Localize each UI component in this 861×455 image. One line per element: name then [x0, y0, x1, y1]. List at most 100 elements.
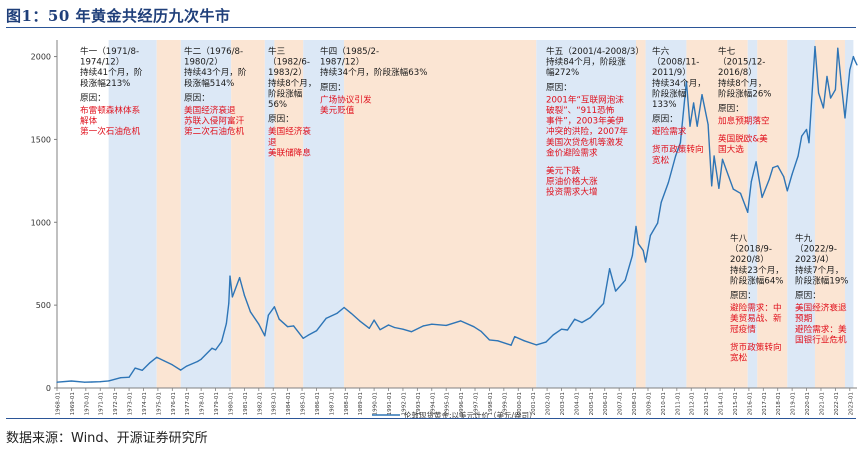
gold-price-point	[701, 94, 703, 96]
x-tick-label: 2007-01	[618, 392, 624, 416]
gold-price-point	[535, 344, 537, 346]
gold-price-point	[243, 294, 245, 296]
bottom-divider	[6, 418, 856, 419]
gold-price-point	[574, 318, 576, 320]
bull-market-reason-text: 美贸易战、新	[730, 312, 782, 324]
bull-market-reason-text: 布雷顿森林体系	[80, 104, 141, 116]
gold-price-point	[721, 158, 724, 160]
bull-market-info-text: 2011/9）	[652, 67, 691, 78]
x-tick-label: 2008-01	[632, 392, 638, 416]
x-tick-label: 1994-01	[430, 392, 436, 416]
x-tick-label: 2016-01	[747, 392, 753, 416]
bear-market-band	[635, 40, 646, 388]
gold-price-point	[445, 324, 447, 326]
bull-market-reason-text: 美国经济衰	[268, 125, 311, 137]
x-tick-label: 1976-01	[171, 392, 177, 416]
gold-price-point	[635, 225, 637, 228]
bull-market-info-text: （2008/11-	[652, 57, 699, 68]
gold-price-point	[91, 381, 93, 383]
y-tick-label: 2000	[31, 53, 51, 62]
gold-price-point	[343, 306, 345, 309]
bull-market-info-text: 1983/2）	[268, 67, 307, 78]
bull-market-info-text: 1987/12）	[320, 57, 364, 68]
bull-market-reason-text: 美元贬值	[320, 104, 355, 116]
x-tick-label: 1988-01	[344, 392, 350, 416]
gold-price-point	[829, 97, 832, 99]
gold-price-point	[238, 277, 241, 279]
gold-price-point	[772, 167, 774, 169]
gold-price-point	[514, 336, 516, 338]
gold-price-point	[156, 356, 158, 358]
bull-market-reason-text: 英国脱欧&美	[718, 133, 768, 145]
x-tick-label: 1984-01	[286, 392, 292, 416]
x-tick-label: 2017-01	[762, 392, 768, 416]
bull-market-reason-text: 美联储降息	[268, 146, 311, 158]
x-tick-label: 1981-01	[243, 392, 249, 416]
gold-price-point	[249, 311, 251, 313]
gold-price-point	[768, 178, 770, 180]
bull-market-info-text: 牛一（1971/8-	[80, 45, 139, 57]
gold-price-point	[120, 377, 122, 379]
gold-price-point	[302, 337, 304, 339]
gold-price-point	[713, 155, 715, 157]
gold-price-point	[211, 347, 213, 349]
gold-price-point	[231, 296, 233, 298]
gold-price-point	[644, 261, 647, 263]
bull-market-reason-text: 避险需求	[652, 125, 687, 137]
bull-market-band	[180, 40, 232, 388]
gold-price-point	[826, 75, 828, 78]
gold-price-point	[552, 334, 554, 336]
x-tick-label: 1987-01	[329, 392, 335, 416]
bull-market-info-text: 幅272%	[546, 66, 579, 78]
gold-price-point	[387, 324, 390, 326]
gold-price-point	[214, 349, 217, 351]
x-tick-label: 1998-01	[488, 392, 494, 416]
bull-market-reason-text: 货币政策转向	[730, 341, 782, 353]
gold-price-point	[410, 331, 412, 333]
bull-market-info-text: 阶段涨幅19%	[795, 274, 848, 286]
gold-price-point	[163, 360, 165, 362]
bull-market-info-text: 持续34个月，阶段涨幅63%	[320, 66, 427, 78]
gold-price-point	[589, 316, 591, 319]
gold-price-point	[225, 322, 227, 324]
x-tick-label: 1993-01	[416, 392, 422, 416]
reason-label: 原因：	[80, 92, 106, 103]
gold-price-point	[566, 329, 569, 331]
gold-price-point	[460, 320, 462, 322]
x-tick-label: 1970-01	[84, 392, 90, 416]
x-tick-label: 1985-01	[301, 392, 307, 416]
bull-market-reason-text: 宽松	[730, 351, 748, 363]
bear-market-band	[344, 40, 537, 388]
bull-market-info-text: 2016/8）	[718, 67, 757, 78]
bull-market-reason-text: 原油价格大涨	[546, 175, 598, 187]
bull-market-info-text: 阶段涨幅26%	[718, 87, 771, 99]
gold-price-point	[510, 344, 512, 346]
x-tick-label: 1973-01	[128, 392, 134, 416]
gold-price-point	[725, 168, 727, 170]
bull-market-info-text: 阶段涨幅	[652, 87, 687, 99]
bull-market-reason-text: 金价避险需求	[546, 146, 598, 158]
x-tick-label: 2000-01	[517, 392, 523, 416]
figure-title: 图1：50 年黄金共经历九次牛市	[6, 7, 231, 25]
bull-market-band	[787, 40, 815, 388]
gold-price-point	[148, 362, 151, 364]
bull-market-info-text: 段涨幅514%	[184, 77, 234, 89]
x-tick-label: 2012-01	[690, 392, 696, 416]
gold-price-point	[180, 369, 182, 371]
gold-price-point	[368, 327, 370, 329]
gold-price-chart: 0 500 1000 1500 2000 1968-01 1969-01 1970-01 197…	[31, 40, 858, 418]
legend-label: 伦敦现货黄金:以美元计价（美元/盎司）	[404, 410, 537, 418]
x-tick-label: 1999-01	[502, 392, 508, 416]
gold-price-point	[711, 185, 713, 187]
gold-price-point	[402, 328, 404, 330]
gold-price-point	[220, 341, 223, 343]
x-tick-label: 1969-01	[70, 392, 76, 416]
gold-price-point	[393, 326, 396, 329]
gold-price-point	[732, 188, 734, 190]
gold-price-point	[278, 318, 280, 320]
bull-market-info-text: 牛九	[795, 232, 813, 244]
gold-price-point	[581, 321, 583, 324]
bull-market-info-text: 133%	[652, 100, 677, 110]
bull-market-info-text: 段涨幅213%	[80, 77, 130, 89]
x-tick-label: 1989-01	[358, 392, 364, 416]
